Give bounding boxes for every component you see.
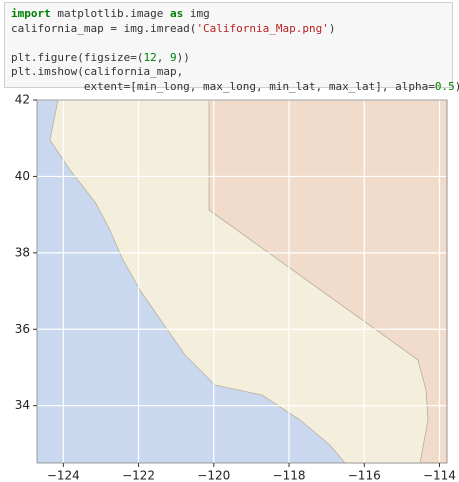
code-text: plt.figure(figsize=( [11, 50, 144, 64]
keyword: import [11, 7, 51, 20]
code-text: , [156, 50, 170, 64]
y-tick-label: 40 [15, 169, 30, 183]
code-text: ) [328, 21, 336, 35]
code-line: import matplotlib.image as img [11, 7, 446, 22]
y-tick-label: 38 [15, 245, 30, 259]
code-text: california_map = img.imread( [11, 21, 197, 35]
x-tick-label: −120 [197, 469, 230, 482]
code-text: extent=[min_long, max_long, min_lat, max… [11, 79, 435, 93]
code-line: plt.imshow(california_map, [11, 65, 446, 80]
code: import matplotlib.image as img california… [5, 3, 459, 98]
x-tick-label: −118 [273, 469, 306, 482]
number: 0.5 [434, 79, 455, 93]
number: 12 [143, 50, 157, 64]
y-tick-label: 34 [15, 398, 30, 412]
code-line: extent=[min_long, max_long, min_lat, max… [11, 79, 459, 95]
keyword: as [169, 7, 184, 20]
x-tick-label: −116 [348, 469, 381, 482]
code-text: plt.imshow(california_map, [11, 65, 184, 78]
y-tick-label: 42 [15, 93, 30, 107]
code-text: matplotlib.image [50, 7, 170, 20]
string: 'California_Map.png' [196, 21, 329, 35]
x-tick-label: −124 [47, 469, 80, 482]
code-text: ); [455, 80, 459, 93]
ticks: −124 −122 −120 −118 −116 −114 34 36 38 40 42 [15, 93, 456, 482]
code-text: img [183, 7, 210, 20]
y-tick-label: 36 [15, 322, 30, 336]
code-cell[interactable]: import matplotlib.image as img california… [4, 2, 459, 93]
x-tick-label: −114 [423, 469, 456, 482]
code-line: ​ [11, 36, 446, 51]
code-line: plt.figure(figsize=(12, 9)) [11, 51, 446, 66]
axes-frame [36, 99, 448, 464]
plot: −124 −122 −120 −118 −116 −114 34 36 38 40 42 [15, 93, 456, 482]
code-line: california_map = img.imread('California_… [11, 22, 446, 37]
number: 9 [169, 50, 177, 64]
x-tick-label: −122 [122, 469, 155, 482]
code-text: )) [176, 50, 190, 64]
california [49, 99, 429, 464]
